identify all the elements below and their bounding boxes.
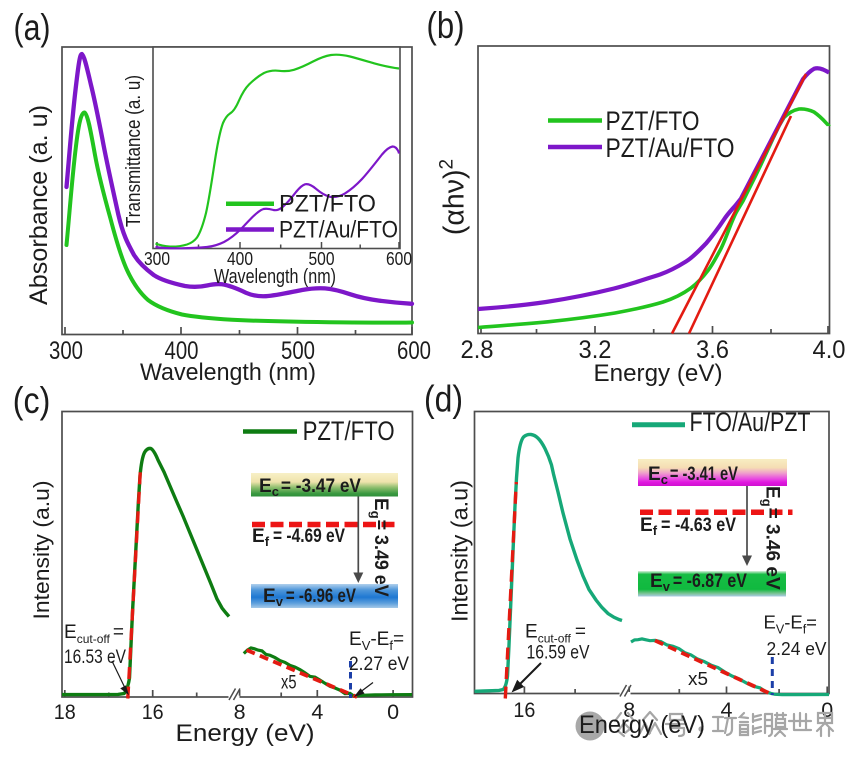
svg-text:PZT/FTO: PZT/FTO	[279, 191, 376, 218]
svg-text:8: 8	[234, 700, 246, 724]
svg-text:Absorbance (a. u): Absorbance (a. u)	[25, 105, 53, 305]
svg-text:3.6: 3.6	[696, 336, 729, 364]
svg-text:4: 4	[721, 698, 733, 722]
svg-text:EV-Ef=: EV-Ef=	[349, 629, 404, 653]
svg-text:600: 600	[386, 249, 412, 269]
svg-text:x5: x5	[281, 673, 297, 694]
svg-text:8: 8	[623, 698, 635, 722]
svg-text:Wavelength (nm): Wavelength (nm)	[214, 266, 336, 288]
svg-text:2.8: 2.8	[461, 336, 494, 364]
svg-text:500: 500	[309, 249, 335, 269]
svg-text:Eg= 3.46 eV: Eg= 3.46 eV	[760, 486, 783, 590]
svg-text:x5: x5	[688, 668, 708, 689]
svg-text:(c): (c)	[13, 380, 51, 421]
svg-text:(b): (b)	[427, 5, 465, 46]
svg-text:PZT/FTO: PZT/FTO	[606, 106, 700, 136]
svg-text:0: 0	[387, 700, 399, 724]
svg-text:PZT/FTO: PZT/FTO	[303, 416, 395, 446]
svg-text:600: 600	[397, 337, 431, 365]
svg-text:(d): (d)	[424, 379, 463, 420]
svg-text:Transmittance (a. u): Transmittance (a. u)	[123, 75, 145, 227]
svg-text:Ef= -4.69 eV: Ef = -4.69 eV	[252, 526, 345, 549]
svg-text:Ev= -6.87 eV: Ev = -6.87 eV	[650, 571, 747, 594]
svg-text:Energy (eV): Energy (eV)	[594, 360, 723, 387]
svg-text:FTO/Au/PZT: FTO/Au/PZT	[690, 407, 811, 437]
svg-text:16: 16	[142, 700, 164, 724]
svg-text:Ec= -3.47 eV: Ec = -3.47 eV	[259, 476, 361, 499]
svg-text:(αhν)2: (αhν)2	[437, 159, 471, 235]
svg-text:3.2: 3.2	[579, 336, 612, 364]
svg-text:2.24 eV: 2.24 eV	[767, 638, 828, 659]
svg-text:Ef= -4.63 eV: Ef = -4.63 eV	[640, 515, 736, 538]
svg-text:PZT/Au/FTO: PZT/Au/FTO	[606, 133, 735, 163]
svg-text:Ec= -3.41 eV: Ec = -3.41 eV	[648, 464, 738, 487]
svg-text:Wavelength (nm): Wavelength (nm)	[140, 359, 316, 386]
svg-text:Energy (eV): Energy (eV)	[176, 720, 315, 747]
svg-text:16.53 eV: 16.53 eV	[64, 647, 126, 668]
svg-text:Intensity (a.u): Intensity (a.u)	[29, 481, 54, 620]
svg-text:18: 18	[54, 700, 76, 724]
svg-text:Eg= 3.49 eV: Eg= 3.49 eV	[368, 498, 391, 597]
svg-text:400: 400	[227, 249, 253, 269]
svg-text:(a): (a)	[14, 7, 51, 48]
svg-text:300: 300	[49, 337, 83, 365]
svg-text:Ev= -6.96 eV: Ev = -6.96 eV	[263, 586, 356, 609]
svg-text:2.27 eV: 2.27 eV	[349, 654, 409, 675]
svg-text:EV-Ef=: EV-Ef=	[764, 612, 817, 637]
svg-text:4.0: 4.0	[813, 336, 846, 364]
svg-text:Intensity (a.u): Intensity (a.u)	[447, 480, 473, 622]
svg-text:300: 300	[144, 249, 170, 269]
svg-text:16: 16	[513, 698, 535, 722]
svg-text:PZT/Au/FTO: PZT/Au/FTO	[279, 217, 398, 244]
svg-text:Energy (eV): Energy (eV)	[579, 711, 705, 739]
svg-text:500: 500	[281, 337, 315, 365]
svg-text:4: 4	[311, 700, 323, 724]
svg-text:400: 400	[165, 337, 199, 365]
svg-text:16.59 eV: 16.59 eV	[527, 643, 590, 664]
